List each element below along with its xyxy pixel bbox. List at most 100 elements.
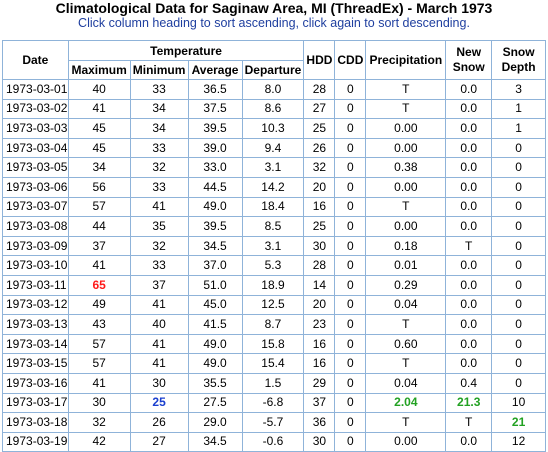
cell-precipitation: 0.29 (365, 274, 447, 296)
cell-date: 1973-03-03 (2, 118, 69, 139)
cell-new-snow: 0.0 (445, 196, 493, 218)
cell-new-snow: 0.0 (445, 314, 493, 335)
header-minimum[interactable]: Minimum (129, 60, 189, 80)
table-row: 1973-03-13 43 40 41.5 8.7 23 0 T 0.0 0 (2, 314, 546, 335)
cell-average: 51.0 (187, 274, 243, 296)
cell-minimum: 33 (129, 176, 189, 198)
cell-minimum: 30 (129, 372, 189, 394)
cell-new-snow: 0.0 (445, 98, 493, 120)
cell-departure: 1.5 (241, 372, 305, 394)
cell-average: 37.5 (187, 98, 243, 120)
header-average[interactable]: Average (187, 60, 243, 80)
cell-new-snow: 0.0 (445, 353, 493, 374)
cell-precipitation: T (365, 412, 447, 433)
climate-data-table: Date Temperature HDD CDD Precipitation N… (2, 40, 546, 452)
cell-precipitation: T (365, 314, 447, 335)
cell-minimum: 33 (129, 255, 189, 276)
cell-maximum: 65 (67, 274, 131, 296)
cell-date: 1973-03-11 (2, 274, 69, 296)
cell-maximum: 43 (67, 314, 131, 335)
cell-departure: 3.1 (241, 157, 305, 178)
cell-departure: 8.0 (241, 79, 305, 100)
cell-snow-depth: 0 (491, 314, 546, 335)
cell-precipitation: 0.00 (365, 118, 447, 139)
cell-average: 34.5 (187, 431, 243, 452)
table-row: 1973-03-16 41 30 35.5 1.5 29 0 0.04 0.4 0 (2, 372, 546, 394)
cell-date: 1973-03-15 (2, 353, 69, 374)
cell-cdd: 0 (334, 216, 367, 237)
cell-new-snow: 0.0 (445, 216, 493, 237)
cell-hdd: 36 (303, 412, 336, 433)
cell-maximum: 41 (67, 255, 131, 276)
table-row: 1973-03-11 65 37 51.0 18.9 14 0 0.29 0.0 0 (2, 274, 546, 296)
cell-precipitation: 0.00 (365, 431, 447, 452)
cell-precipitation: 0.00 (365, 216, 447, 237)
cell-maximum: 44 (67, 216, 131, 237)
table-row: 1973-03-06 56 33 44.5 14.2 20 0 0.00 0.0 0 (2, 176, 546, 198)
header-date[interactable]: Date (2, 40, 69, 80)
cell-new-snow: 0.0 (445, 274, 493, 296)
header-precipitation[interactable]: Precipitation (365, 40, 447, 80)
header-departure[interactable]: Departure (241, 60, 305, 80)
cell-minimum: 35 (129, 216, 189, 237)
header-new-snow[interactable]: New Snow (445, 40, 493, 80)
cell-date: 1973-03-04 (2, 137, 69, 159)
cell-precipitation: 0.04 (365, 294, 447, 316)
table-row: 1973-03-02 41 34 37.5 8.6 27 0 T 0.0 1 (2, 98, 546, 120)
cell-date: 1973-03-18 (2, 412, 69, 433)
cell-maximum: 41 (67, 372, 131, 394)
table-row: 1973-03-07 57 41 49.0 18.4 16 0 T 0.0 0 (2, 196, 546, 218)
cell-maximum: 56 (67, 176, 131, 198)
cell-minimum: 27 (129, 431, 189, 452)
cell-minimum: 37 (129, 274, 189, 296)
cell-minimum: 40 (129, 314, 189, 335)
cell-snow-depth: 0 (491, 157, 546, 178)
climate-table-container: Date Temperature HDD CDD Precipitation N… (2, 40, 546, 452)
cell-date: 1973-03-10 (2, 255, 69, 276)
table-row: 1973-03-01 40 33 36.5 8.0 28 0 T 0.0 3 (2, 79, 546, 100)
cell-departure: 9.4 (241, 137, 305, 159)
header-hdd[interactable]: HDD (303, 40, 336, 80)
cell-average: 49.0 (187, 333, 243, 355)
cell-snow-depth: 0 (491, 216, 546, 237)
cell-date: 1973-03-13 (2, 314, 69, 335)
header-temperature-group: Temperature (67, 40, 305, 61)
cell-departure: -6.8 (241, 392, 305, 414)
header-maximum[interactable]: Maximum (67, 60, 131, 80)
header-snow-depth[interactable]: Snow Depth (491, 40, 546, 80)
cell-cdd: 0 (334, 274, 367, 296)
cell-precipitation: T (365, 196, 447, 218)
cell-maximum: 57 (67, 333, 131, 355)
cell-minimum: 41 (129, 196, 189, 218)
cell-hdd: 32 (303, 157, 336, 178)
cell-average: 45.0 (187, 294, 243, 316)
cell-snow-depth: 0 (491, 176, 546, 198)
cell-hdd: 23 (303, 314, 336, 335)
table-row: 1973-03-09 37 32 34.5 3.1 30 0 0.18 T 0 (2, 235, 546, 257)
cell-cdd: 0 (334, 372, 367, 394)
table-row: 1973-03-08 44 35 39.5 8.5 25 0 0.00 0.0 0 (2, 216, 546, 237)
cell-date: 1973-03-07 (2, 196, 69, 218)
cell-precipitation: T (365, 98, 447, 120)
cell-cdd: 0 (334, 412, 367, 433)
cell-new-snow: T (445, 235, 493, 257)
cell-hdd: 30 (303, 235, 336, 257)
header-cdd[interactable]: CDD (334, 40, 367, 80)
cell-hdd: 25 (303, 118, 336, 139)
cell-departure: 15.4 (241, 353, 305, 374)
table-row: 1973-03-03 45 34 39.5 10.3 25 0 0.00 0.0 1 (2, 118, 546, 139)
cell-average: 29.0 (187, 412, 243, 433)
cell-snow-depth: 0 (491, 353, 546, 374)
cell-average: 41.5 (187, 314, 243, 335)
cell-date: 1973-03-14 (2, 333, 69, 355)
cell-cdd: 0 (334, 314, 367, 335)
cell-maximum: 57 (67, 353, 131, 374)
cell-average: 39.5 (187, 118, 243, 139)
table-row: 1973-03-10 41 33 37.0 5.3 28 0 0.01 0.0 0 (2, 255, 546, 276)
cell-date: 1973-03-02 (2, 98, 69, 120)
cell-cdd: 0 (334, 176, 367, 198)
cell-cdd: 0 (334, 392, 367, 414)
cell-cdd: 0 (334, 294, 367, 316)
cell-hdd: 16 (303, 353, 336, 374)
cell-new-snow: 0.0 (445, 137, 493, 159)
